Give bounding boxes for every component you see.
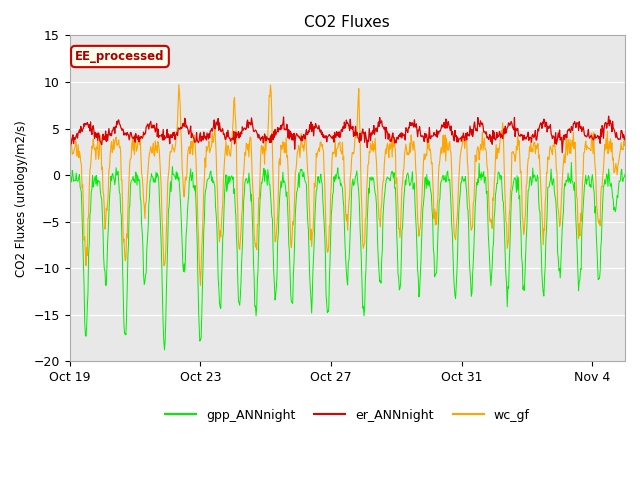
wc_gf [368, 147, 376, 153]
Title: CO2 Fluxes: CO2 Fluxes [305, 15, 390, 30]
wc_gf [618, 145, 626, 151]
er_ANNnight [367, 138, 374, 144]
er_ANNnight [558, 150, 566, 156]
er_ANNnight [605, 113, 612, 119]
er_ANNnight [414, 134, 422, 140]
er_ANNnight [503, 127, 511, 133]
er_ANNnight [618, 131, 626, 136]
er_ANNnight [397, 134, 404, 140]
gpp_ANNnight [161, 347, 168, 353]
wc_gf [66, 147, 74, 153]
wc_gf [127, 156, 134, 162]
Text: EE_processed: EE_processed [76, 50, 164, 63]
gpp_ANNnight [504, 304, 511, 310]
wc_gf [504, 240, 512, 246]
wc_gf [621, 135, 629, 141]
gpp_ANNnight [127, 182, 134, 188]
wc_gf [398, 185, 406, 191]
Line: gpp_ANNnight: gpp_ANNnight [70, 162, 625, 350]
wc_gf [415, 233, 423, 239]
gpp_ANNnight [397, 257, 405, 263]
er_ANNnight [621, 134, 629, 140]
wc_gf [175, 82, 183, 87]
Legend: gpp_ANNnight, er_ANNnight, wc_gf: gpp_ANNnight, er_ANNnight, wc_gf [160, 404, 535, 427]
gpp_ANNnight [66, 179, 74, 185]
Line: wc_gf: wc_gf [70, 84, 625, 286]
er_ANNnight [127, 130, 134, 135]
er_ANNnight [66, 135, 74, 141]
wc_gf [196, 283, 204, 288]
gpp_ANNnight [618, 178, 626, 184]
gpp_ANNnight [568, 159, 575, 165]
gpp_ANNnight [621, 171, 629, 177]
Y-axis label: CO2 Fluxes (urology/m2/s): CO2 Fluxes (urology/m2/s) [15, 120, 28, 277]
gpp_ANNnight [415, 276, 422, 281]
Line: er_ANNnight: er_ANNnight [70, 116, 625, 153]
gpp_ANNnight [367, 178, 375, 183]
